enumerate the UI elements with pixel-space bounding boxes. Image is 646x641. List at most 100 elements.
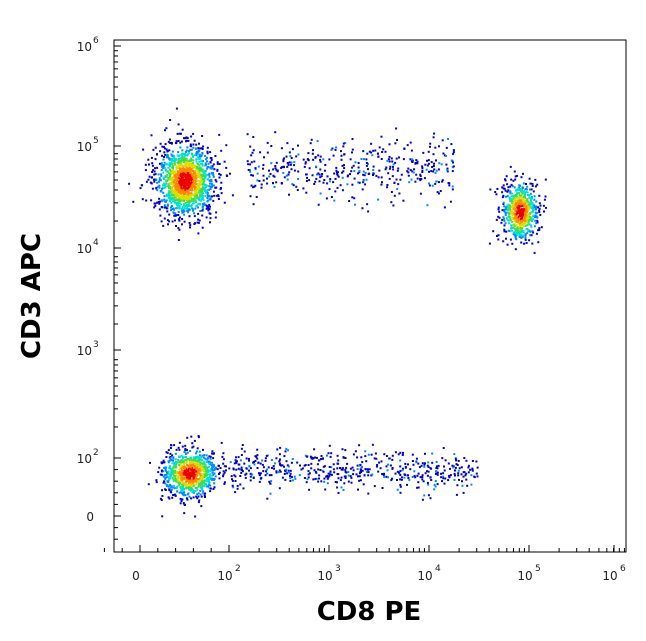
- data-point: [204, 479, 207, 482]
- data-point: [155, 178, 158, 181]
- data-point: [531, 218, 533, 221]
- data-point: [452, 165, 455, 168]
- data-point: [526, 185, 529, 188]
- data-point: [435, 180, 438, 183]
- data-point: [185, 459, 188, 462]
- data-point: [219, 467, 222, 469]
- data-point: [193, 472, 196, 474]
- data-point: [210, 159, 213, 161]
- data-point: [357, 162, 360, 164]
- data-point: [362, 150, 365, 153]
- data-point: [511, 213, 514, 216]
- data-point: [153, 170, 156, 173]
- data-point: [351, 138, 354, 140]
- data-point: [297, 170, 300, 173]
- data-point: [201, 188, 204, 191]
- data-point: [291, 479, 294, 482]
- data-point: [411, 453, 414, 456]
- data-point: [223, 482, 226, 485]
- data-point: [222, 462, 225, 465]
- data-point: [193, 184, 195, 187]
- data-point: [344, 468, 347, 471]
- data-point: [260, 183, 263, 186]
- data-point: [337, 459, 340, 462]
- data-point: [181, 223, 183, 226]
- data-point: [209, 205, 211, 208]
- data-point: [427, 494, 430, 497]
- data-point: [424, 163, 427, 166]
- data-point: [470, 474, 473, 477]
- data-point: [526, 212, 529, 215]
- data-point: [453, 479, 456, 481]
- data-point: [205, 485, 208, 488]
- data-point: [401, 469, 404, 472]
- data-point: [445, 163, 448, 166]
- data-point: [508, 204, 511, 207]
- data-point: [193, 166, 196, 169]
- data-point: [173, 208, 176, 211]
- data-point: [538, 207, 541, 210]
- data-point: [454, 457, 457, 460]
- data-point: [230, 475, 233, 478]
- data-point: [448, 184, 451, 187]
- data-point: [289, 155, 292, 158]
- data-point: [174, 465, 177, 467]
- data-point: [161, 165, 164, 168]
- data-point: [195, 183, 197, 186]
- data-point: [212, 190, 215, 193]
- data-point: [172, 480, 175, 483]
- data-point: [177, 218, 180, 221]
- data-point: [423, 494, 426, 497]
- data-point: [176, 165, 178, 168]
- data-point: [203, 188, 206, 191]
- data-point: [207, 195, 209, 198]
- data-point: [132, 200, 135, 203]
- data-point: [518, 200, 521, 203]
- data-point: [172, 181, 175, 184]
- data-point: [170, 186, 173, 189]
- data-point: [173, 171, 175, 174]
- data-point: [197, 218, 200, 221]
- data-point: [524, 202, 527, 205]
- data-point: [416, 160, 419, 163]
- data-point: [208, 185, 211, 188]
- data-point: [171, 176, 174, 179]
- data-point: [386, 159, 389, 162]
- data-point: [197, 459, 200, 462]
- data-point: [518, 219, 521, 222]
- data-point: [285, 468, 288, 471]
- data-point: [288, 193, 290, 196]
- data-point: [457, 474, 460, 477]
- data-point: [532, 203, 535, 206]
- data-point: [178, 482, 181, 485]
- data-point: [209, 221, 211, 224]
- data-point: [252, 186, 254, 189]
- data-point: [530, 188, 533, 191]
- data-point: [190, 471, 193, 474]
- data-point: [158, 466, 161, 469]
- data-point: [201, 135, 204, 137]
- data-point: [166, 203, 169, 206]
- data-point: [158, 197, 161, 200]
- data-point: [184, 198, 187, 201]
- data-point: [364, 455, 367, 458]
- data-point: [189, 473, 192, 476]
- data-point: [187, 467, 190, 470]
- data-point: [497, 208, 500, 211]
- data-point: [396, 479, 398, 481]
- data-point: [250, 161, 253, 164]
- data-point: [383, 475, 386, 478]
- data-point: [199, 181, 202, 184]
- data-point: [189, 170, 192, 173]
- data-point: [426, 474, 429, 477]
- data-point: [422, 151, 425, 154]
- data-point: [506, 190, 509, 193]
- data-point: [203, 473, 206, 476]
- data-point: [540, 226, 543, 229]
- data-point: [183, 191, 186, 194]
- data-point: [195, 152, 198, 155]
- data-point: [184, 202, 187, 204]
- data-point: [442, 477, 445, 480]
- data-point: [198, 472, 201, 475]
- data-point: [378, 461, 381, 464]
